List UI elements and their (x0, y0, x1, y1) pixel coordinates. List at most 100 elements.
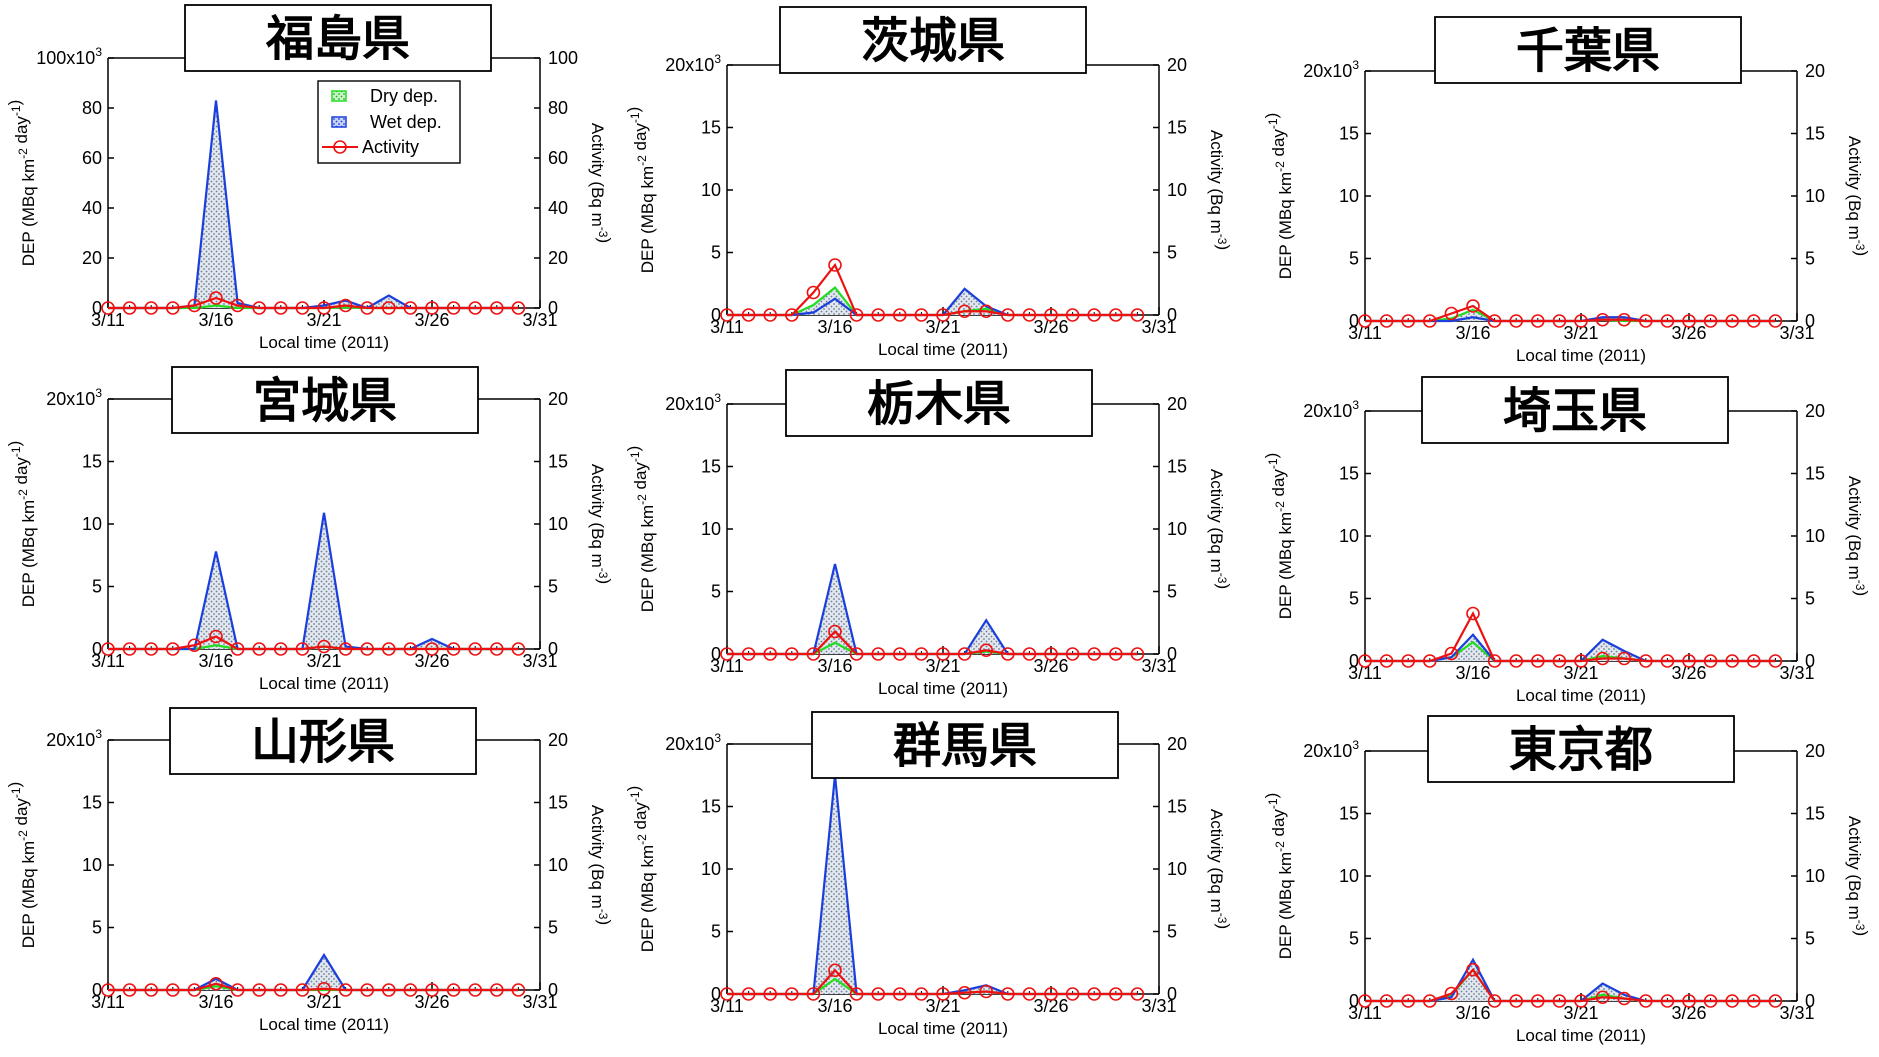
activity-point (1130, 308, 1145, 322)
x-tick-label: 3/31 (1779, 1003, 1814, 1023)
dry-dep-line (727, 977, 1138, 996)
panel-title-box (1427, 715, 1735, 783)
x-tick-label: 3/21 (925, 317, 960, 337)
y2-tick-label: 10 (1167, 180, 1187, 200)
activity-point (403, 983, 418, 997)
activity-point (209, 629, 223, 644)
activity-point (1423, 654, 1437, 668)
y2-tick-label: 10 (1805, 186, 1825, 206)
y2-tick-label: 60 (548, 148, 568, 168)
activity-line (1365, 967, 1776, 1003)
y2-axis-label: Activity (Bq m-3) (1845, 136, 1871, 256)
x-axis-label: Local time (2011) (1516, 1026, 1646, 1045)
x-axis-label: Local time (2011) (1516, 686, 1646, 705)
y2-tick-label: 0 (1805, 651, 1815, 671)
y2-tick-label: 5 (1167, 922, 1177, 942)
y2-tick-label: 20 (1167, 734, 1187, 754)
y-tick-label: 0 (92, 298, 102, 318)
y2-tick-label: 5 (548, 577, 558, 597)
x-tick-label: 3/16 (198, 651, 233, 671)
x-tick-label: 3/26 (1033, 317, 1068, 337)
y-tick-label: 20x103 (1303, 398, 1359, 421)
y2-tick-label: 0 (1167, 305, 1177, 325)
y-tick-label: 40 (82, 198, 102, 218)
panel-title-box (1434, 16, 1742, 84)
y2-tick-label: 80 (548, 98, 568, 118)
activity-point (1552, 314, 1567, 328)
activity-point (784, 647, 799, 661)
x-tick-label: 3/26 (1033, 656, 1068, 676)
activity-point (1358, 314, 1372, 328)
x-tick-label: 3/16 (1455, 663, 1490, 683)
activity-point (230, 298, 245, 313)
activity-point (1703, 654, 1718, 668)
activity-point (806, 987, 821, 1001)
activity-point (144, 642, 158, 656)
activity-point (295, 642, 310, 656)
activity-point (849, 987, 864, 1001)
y-axis-label: DEP (MBq km-2 day-1) (1262, 113, 1295, 280)
activity-point (1044, 987, 1058, 1001)
y2-axis-label: Activity (Bq m-3) (588, 805, 614, 925)
activity-point (338, 642, 353, 656)
activity-point (1444, 306, 1459, 321)
y2-tick-label: 15 (1167, 797, 1187, 817)
activity-point (1109, 308, 1123, 322)
activity-point (1065, 647, 1080, 661)
activity-point (1639, 654, 1653, 668)
activity-point (1000, 308, 1015, 322)
deposition-area (727, 287, 1138, 315)
y2-tick-label: 5 (1805, 929, 1815, 949)
y2-tick-label: 0 (1805, 991, 1815, 1011)
x-tick-label: 3/21 (1563, 1003, 1598, 1023)
panel-5: 0 5 10 15 20x103 0 5 10 15 20 3/11 3/16 3/21 3/26 3/31… (624, 369, 1233, 698)
activity-point (914, 987, 929, 1001)
activity-point (425, 301, 439, 315)
y-axis-label-group: DEP (MBq km-2 day-1) (1262, 113, 1295, 280)
y-tick-label: 5 (1349, 249, 1359, 269)
activity-point (1595, 651, 1610, 666)
panel-title: 宮城県 (253, 373, 397, 429)
activity-point (489, 983, 504, 997)
y2-tick-label: 0 (1167, 644, 1177, 664)
activity-point (1423, 314, 1437, 328)
activity-point (1401, 654, 1415, 668)
activity-point (381, 983, 396, 997)
y2-axis-label-group: Activity (Bq m-3) (1207, 809, 1233, 929)
x-tick-label: 3/11 (1348, 323, 1382, 343)
y-tick-label: 0 (711, 305, 721, 325)
panel-1: 0 20 40 60 80 100x103 0 20 40 60 80 100 3/11 3/16 3/21… (5, 4, 614, 352)
activity-point (317, 639, 331, 654)
y-axis-label-group: DEP (MBq km-2 day-1) (5, 782, 38, 949)
activity-point (936, 647, 950, 661)
x-tick-label: 3/11 (91, 310, 125, 330)
y2-axis-label-group: Activity (Bq m-3) (1207, 130, 1233, 250)
activity-line (108, 635, 519, 651)
activity-point (1617, 312, 1631, 327)
y-tick-label: 15 (701, 457, 721, 477)
legend-dry-label: Dry dep. (370, 86, 438, 106)
activity-point (101, 301, 115, 315)
activity-point (828, 963, 842, 978)
activity-point (936, 987, 950, 1001)
activity-point (317, 301, 331, 315)
activity-point (763, 647, 778, 661)
wet-dep-line (727, 287, 1138, 317)
activity-point (871, 647, 886, 661)
y2-axis-label-group: Activity (Bq m-3) (588, 123, 614, 243)
activity-line (108, 982, 519, 992)
activity-point (1768, 994, 1783, 1008)
y2-tick-label: 5 (1167, 243, 1177, 263)
activity-point (784, 308, 799, 322)
activity-point (849, 308, 864, 322)
activity-point (720, 647, 734, 661)
x-tick-label: 3/26 (1671, 1003, 1706, 1023)
y2-tick-label: 20 (548, 389, 568, 409)
activity-point (914, 308, 929, 322)
activity-point (187, 298, 202, 313)
activity-point (446, 301, 461, 315)
activity-point (1065, 987, 1080, 1001)
legend-activity-marker (333, 140, 347, 154)
y-tick-label: 0 (711, 984, 721, 1004)
activity-point (1531, 654, 1545, 668)
